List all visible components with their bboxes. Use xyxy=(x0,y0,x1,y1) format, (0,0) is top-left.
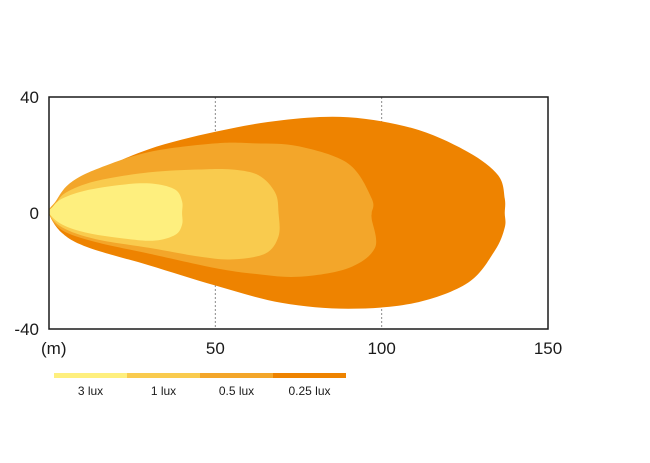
x-tick-label-100: 100 xyxy=(367,339,395,358)
legend-swatch-3-lux xyxy=(54,373,127,378)
legend-swatch-0-5-lux xyxy=(200,373,273,378)
legend: 3 lux 1 lux 0.5 lux 0.25 lux xyxy=(54,373,346,398)
legend-swatch-1-lux xyxy=(127,373,200,378)
lux-areas xyxy=(48,116,506,309)
legend-label-0-25-lux: 0.25 lux xyxy=(288,384,330,398)
legend-swatch-0-25-lux xyxy=(273,373,346,378)
x-tick-labels: (m) 50 100 150 xyxy=(41,339,562,358)
x-unit-label: (m) xyxy=(41,339,66,358)
plot-frame xyxy=(48,96,549,330)
x-tick-label-150: 150 xyxy=(534,339,562,358)
area-3-lux xyxy=(48,183,183,241)
legend-label-0-5-lux: 0.5 lux xyxy=(219,384,254,398)
y-tick-label-0: 0 xyxy=(30,204,39,223)
legend-label-1-lux: 1 lux xyxy=(151,384,176,398)
x-tick-label-50: 50 xyxy=(206,339,225,358)
y-tick-label--40: -40 xyxy=(14,320,39,339)
y-tick-label-40: 40 xyxy=(20,88,39,107)
legend-label-3-lux: 3 lux xyxy=(78,384,103,398)
y-tick-labels: 40 0 -40 xyxy=(14,88,39,339)
